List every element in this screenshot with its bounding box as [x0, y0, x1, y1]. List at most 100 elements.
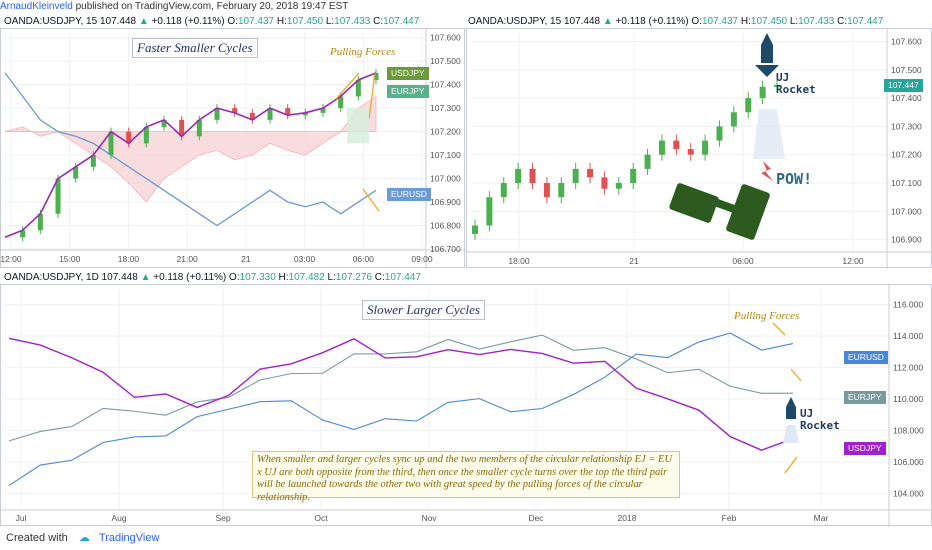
panel1-legend: OANDA:USDJPY, 15 107.448 ▲ +0.118 (+0.11…	[4, 16, 420, 27]
x-tick-label: 09:00	[411, 254, 433, 264]
y-tick-label: 107.100	[430, 150, 461, 160]
x-tick-label: 06:00	[732, 256, 754, 266]
panel3-rocket-label-2: Rocket	[800, 419, 840, 432]
candle-body	[355, 79, 361, 97]
panel2-legend: OANDA:USDJPY, 15 107.448 ▲ +0.118 (+0.11…	[468, 16, 884, 27]
pulling-arrow-1	[335, 72, 360, 100]
panel3-tag-eurjpy: EURJPY	[844, 391, 886, 404]
candle-body	[716, 126, 723, 141]
y-tick-label: 106.800	[430, 221, 461, 231]
publication-header: ArnaudKleinveld published on TradingView…	[0, 0, 932, 14]
candle-body	[558, 183, 565, 198]
candle-body	[320, 108, 326, 113]
candle-body	[338, 96, 344, 109]
y-tick-label: 107.600	[891, 36, 922, 46]
y-tick-label: 104.000	[893, 488, 924, 498]
candle-body	[601, 177, 608, 189]
candle-body	[214, 108, 220, 120]
panel3-open: 107.330	[239, 272, 276, 283]
usdjpy-line	[4, 72, 377, 239]
candle-body	[529, 168, 536, 184]
panel2-last: 107.448	[563, 16, 601, 27]
candle-body	[745, 98, 752, 113]
footer-created-with: Created with	[6, 532, 68, 544]
y-tick-label: 108.000	[893, 425, 924, 435]
panel1-svg: 107.600 107.500 107.400 107.300 107.200 107.1…	[1, 29, 466, 269]
panel3-legend: OANDA:USDJPY, 1D 107.448 ▲ +0.118 (+0.11…	[4, 272, 421, 283]
panel2-change: +0.118 (+0.11%)	[615, 16, 689, 27]
x-tick-label: Nov	[421, 513, 437, 523]
panel3-rocket-label-1: UJ	[800, 407, 814, 420]
panel2-symbol: OANDA:USDJPY, 15	[468, 16, 562, 27]
author-link[interactable]: ArnaudKleinveld	[0, 1, 73, 12]
panel2-rocket-label: UJ Rocket	[776, 72, 816, 96]
tradingview-logo-icon: ☁	[78, 532, 90, 544]
y-tick-label: 107.300	[430, 103, 461, 113]
y-tick-label: 107.600	[430, 33, 461, 43]
x-tick-label: 12:00	[1, 254, 22, 264]
panel1-low: 107.433	[334, 16, 371, 27]
panel3-symbol: OANDA:USDJPY, 1D	[4, 272, 99, 283]
y-tick-label: 106.900	[891, 235, 922, 245]
rocket-exhaust	[783, 425, 799, 443]
x-tick-label: 21	[629, 256, 639, 266]
candle-body	[302, 112, 308, 116]
x-tick-label: Aug	[111, 513, 126, 523]
eurusd-line	[4, 72, 377, 227]
x-tick-label: 21	[241, 254, 251, 264]
panel1-close: 107.447	[383, 16, 420, 27]
panel1-tag-eurjpy: EURJPY	[387, 85, 429, 98]
panel1-symbol: OANDA:USDJPY, 15	[4, 16, 98, 27]
candle-body	[126, 131, 132, 144]
panel1-chart[interactable]: 107.600 107.500 107.400 107.300 107.200 107.1…	[0, 28, 466, 269]
candle-body	[658, 140, 665, 155]
panel1-last: 107.448	[99, 16, 137, 27]
candle-body	[20, 230, 26, 238]
y-tick-label: 107.100	[891, 178, 922, 188]
y-tick-label: 114.000	[893, 331, 923, 341]
y-tick-label: 107.000	[430, 174, 461, 184]
footer: Created with ☁ TradingView	[0, 526, 932, 550]
panel2-price-tag: 107.447	[884, 79, 923, 92]
x-tick-label: 18:00	[118, 254, 140, 264]
candle-body	[232, 108, 238, 113]
panel3-close: 107.447	[384, 272, 421, 283]
candle-body	[108, 131, 114, 156]
hammer-neck-icon	[704, 195, 742, 215]
panel2-pow-text: POW!	[776, 170, 813, 188]
hammer-block-icon	[726, 184, 770, 240]
x-tick-label: 06:00	[353, 254, 375, 264]
y-tick-label: 107.400	[430, 80, 461, 90]
panel3-high: 107.482	[288, 272, 325, 283]
published-text: published on TradingView.com, February 2…	[75, 1, 349, 12]
green-shade	[347, 108, 369, 144]
y-tick-label: 107.500	[891, 65, 922, 75]
candle-body	[249, 112, 255, 120]
rocket-exhaust	[753, 109, 785, 159]
x-tick-label: Dec	[528, 513, 544, 523]
candle-body	[73, 166, 79, 179]
panel3-low: 107.276	[335, 272, 372, 283]
y-tick-label: 107.200	[430, 127, 461, 137]
panel2-rocket-label-2: Rocket	[776, 83, 816, 96]
hammer-head-icon	[669, 183, 719, 223]
panel2-up-icon: ▲	[602, 16, 613, 27]
y-tick-label: 106.700	[430, 244, 461, 254]
candle-body	[472, 225, 478, 235]
y-tick-label: 107.000	[891, 206, 922, 216]
y-tick-label: 106.900	[430, 197, 461, 207]
eurjpy-area	[4, 95, 377, 203]
series-line-eurjpy	[8, 334, 794, 442]
candle-body	[615, 183, 622, 189]
candle-body	[702, 140, 709, 155]
panel1-high: 107.450	[286, 16, 324, 27]
panel2-chart[interactable]: 107.600 107.500 107.400 107.300 107.200 107.1…	[466, 28, 932, 269]
candle-body	[143, 126, 149, 144]
candle-body	[687, 149, 694, 155]
candle-body	[267, 108, 273, 120]
candle-body	[673, 140, 680, 150]
panel2-close: 107.447	[847, 16, 884, 27]
x-tick-label: Feb	[722, 513, 737, 523]
candle-body	[543, 183, 550, 198]
footer-brand[interactable]: TradingView	[98, 532, 160, 544]
